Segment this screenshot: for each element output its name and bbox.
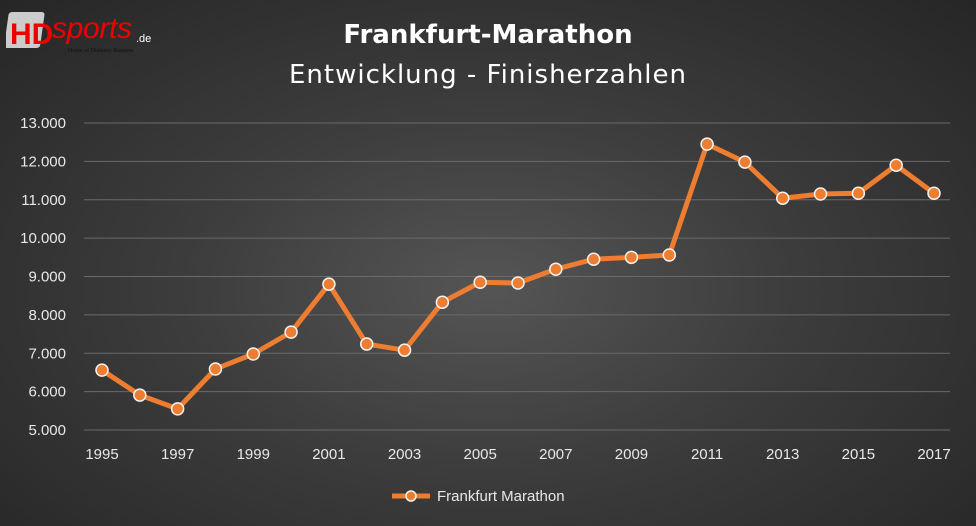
y-tick-label: 12.000 [20,153,66,170]
hdsports-logo: HD sports .de Home of Distance Runners [6,12,151,54]
y-tick-label: 6.000 [28,384,66,401]
x-tick-label: 2009 [615,446,648,463]
svg-text:Home of Distance Runners: Home of Distance Runners [68,47,134,54]
data-point [208,362,223,376]
data-point [662,248,677,262]
x-tick-label: 2011 [691,446,723,463]
y-tick-label: 9.000 [28,269,66,286]
data-point [246,347,261,361]
x-tick-label: 2017 [917,446,950,463]
data-point [284,325,298,339]
x-tick-label: 1995 [85,446,118,463]
data-point [322,277,336,291]
data-point [889,158,903,172]
svg-text:.de: .de [136,33,151,45]
x-tick-label: 2003 [388,446,421,463]
y-tick-label: 11.000 [21,192,66,209]
data-point [435,295,450,309]
x-tick-label: 2007 [539,446,572,463]
data-point [851,186,866,200]
data-point [624,250,639,265]
svg-text:HD: HD [10,18,53,51]
data-point [738,155,752,169]
data-point [813,187,828,201]
x-tick-label: 2005 [463,446,496,463]
y-tick-label: 13.000 [20,115,66,132]
data-point [511,276,525,290]
data-point [397,343,412,357]
y-tick-label: 8.000 [28,307,66,324]
data-point [170,402,185,416]
data-point [473,275,487,290]
legend-marker [405,490,417,502]
y-tick-label: 5.000 [28,422,66,439]
data-point [927,186,941,200]
data-point [775,191,790,205]
data-point [133,388,147,402]
data-point [359,337,374,351]
x-tick-label: 2015 [842,446,875,463]
x-tick-label: 1997 [161,446,194,463]
data-point [549,262,563,276]
data-point [95,363,109,377]
svg-text:sports: sports [52,12,132,45]
x-tick-label: 1999 [237,446,270,463]
chart-title: Frankfurt-Marathon [343,20,633,50]
x-tick-label: 2013 [766,446,799,463]
data-point [586,252,601,266]
x-tick-label: 2001 [312,446,345,463]
chart-subtitle: Entwicklung - Finisherzahlen [289,60,687,90]
data-point [700,137,714,151]
y-tick-label: 10.000 [20,230,66,247]
legend-label: Frankfurt Marathon [437,488,565,505]
y-tick-label: 7.000 [28,345,66,362]
